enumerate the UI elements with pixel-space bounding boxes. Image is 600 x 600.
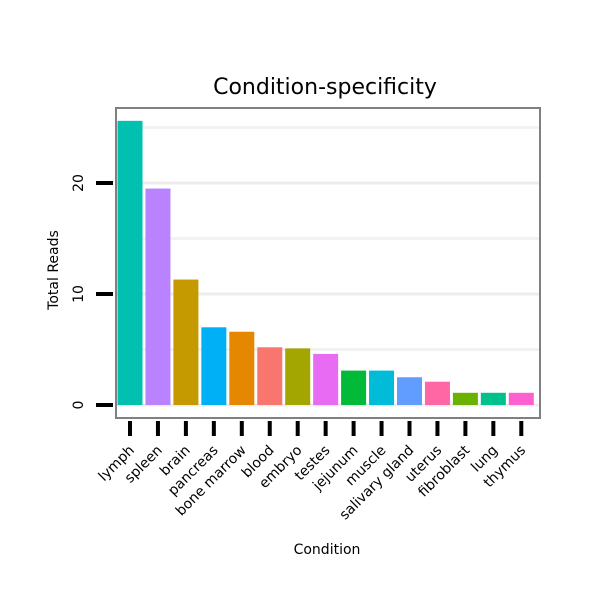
bar-lung <box>480 392 506 405</box>
bar-thymus <box>508 392 534 405</box>
x-axis-label: Condition <box>294 542 361 558</box>
bar-uterus <box>424 381 450 405</box>
bar-jejunum <box>341 370 367 405</box>
bar-muscle <box>369 370 395 405</box>
bar-lymph <box>117 120 143 405</box>
bar-bone-marrow <box>229 331 255 405</box>
bar-brain <box>173 279 199 405</box>
y-axis: 0 10 20 <box>71 174 113 409</box>
bar-pancreas <box>201 327 227 405</box>
bar-testes <box>313 353 339 405</box>
bars <box>117 120 534 405</box>
bar-spleen <box>145 188 171 405</box>
y-axis-label: Total Reads <box>46 230 62 311</box>
bar-embryo <box>285 348 311 405</box>
y-tick-label: 10 <box>71 285 87 303</box>
chart-title: Condition-specificity <box>213 75 437 100</box>
bar-blood <box>257 347 283 405</box>
y-tick-label: 20 <box>71 174 87 192</box>
plot-frame <box>115 107 541 419</box>
y-tick-label: 0 <box>71 401 87 410</box>
bar-fibroblast <box>452 392 478 405</box>
bar-salivary-gland <box>397 377 422 405</box>
